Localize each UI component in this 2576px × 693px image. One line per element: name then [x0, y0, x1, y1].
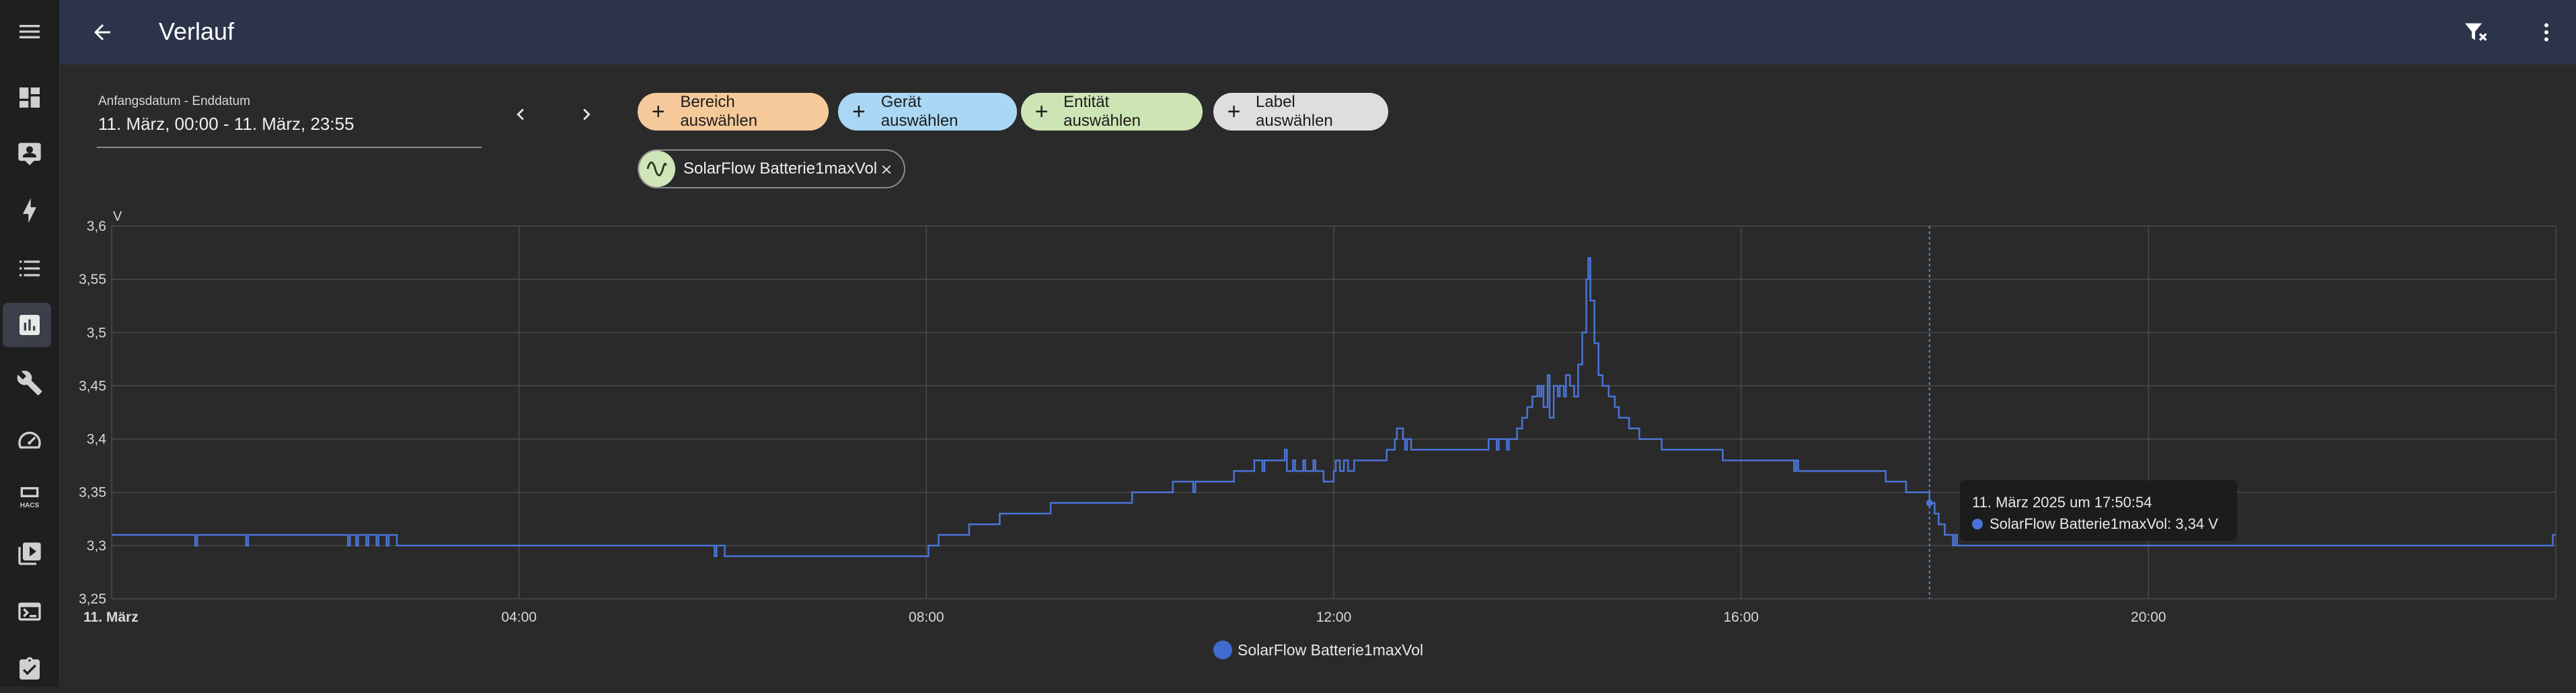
history-icon[interactable] — [0, 301, 59, 349]
gauge-icon[interactable] — [0, 417, 59, 464]
next-day-button[interactable] — [570, 98, 603, 131]
chevron-right-icon — [583, 108, 591, 120]
chart-grid — [111, 225, 2556, 599]
add-entity-label: Entität auswählen — [1063, 93, 1141, 130]
x-tick-label: 04:00 — [501, 610, 537, 625]
more-options-button[interactable] — [2530, 16, 2563, 48]
energy-icon[interactable] — [0, 187, 59, 234]
close-icon — [882, 165, 891, 174]
date-range-picker[interactable]: Anfangsdatum - Enddatum 11. März, 00:00 … — [97, 86, 482, 148]
x-axis-ticks: 11. März 04:00 08:00 12:00 16:00 20:00 — [83, 610, 2166, 625]
add-area-chip[interactable]: + Bereich auswählen — [638, 93, 829, 131]
add-area-label: Bereich auswählen — [680, 93, 758, 130]
series-line — [112, 257, 2556, 557]
y-axis-ticks: 3,25 3,3 3,35 3,4 3,45 3,5 3,55 3,6 — [79, 219, 106, 607]
y-tick-label: 3,45 — [79, 378, 106, 394]
x-tick-label: 12:00 — [1316, 610, 1352, 625]
dots-vertical-icon — [2544, 23, 2548, 42]
add-label-label: Label auswählen — [1256, 93, 1333, 130]
dashboard-icon[interactable] — [0, 74, 59, 121]
legend-label: SolarFlow Batterie1maxVol — [1238, 641, 1424, 659]
sidebar: HACS — [0, 0, 60, 687]
tooltip-title: 11. März 2025 um 17:50:54 — [1972, 494, 2152, 511]
y-tick-label: 3,25 — [79, 591, 106, 607]
chevron-left-icon — [517, 108, 524, 120]
wrench-icon[interactable] — [0, 359, 59, 406]
y-tick-label: 3,3 — [87, 538, 106, 554]
y-tick-label: 3,55 — [79, 272, 106, 287]
legend-color-dot — [1213, 641, 1232, 659]
series-color-dot — [1972, 519, 1983, 530]
app-header: Verlauf — [59, 0, 2576, 65]
x-tick-label: 08:00 — [909, 610, 944, 625]
plus-icon: + — [1227, 99, 1241, 124]
previous-day-button[interactable] — [504, 98, 537, 131]
plus-icon: + — [1034, 99, 1049, 124]
y-tick-label: 3,4 — [87, 432, 107, 447]
arrow-left-icon — [94, 24, 110, 40]
y-axis-unit: V — [113, 209, 122, 224]
plus-icon: + — [851, 99, 866, 124]
y-tick-label: 3,35 — [79, 485, 106, 501]
page-title: Verlauf — [159, 17, 235, 45]
add-label-chip[interactable]: + Label auswählen — [1213, 93, 1388, 131]
terminal-icon[interactable] — [0, 588, 59, 635]
x-tick-label: 11. März — [83, 610, 139, 625]
chart-tooltip: 11. März 2025 um 17:50:54 SolarFlow Batt… — [1960, 480, 2237, 541]
plus-icon: + — [651, 99, 665, 124]
menu-icon[interactable] — [0, 8, 59, 55]
selected-entity-name: SolarFlow Batterie1maxVol — [683, 159, 878, 178]
y-tick-label: 3,5 — [87, 325, 106, 340]
hover-point — [1926, 499, 1933, 507]
selected-entity-chip[interactable]: SolarFlow Batterie1maxVol — [638, 149, 905, 188]
y-tick-label: 3,6 — [87, 219, 106, 234]
add-entity-chip[interactable]: + Entität auswählen — [1021, 93, 1203, 131]
svg-text:HACS: HACS — [20, 502, 40, 509]
clear-filter-button[interactable] — [2459, 16, 2491, 48]
x-tick-label: 16:00 — [1723, 610, 1759, 625]
back-button[interactable] — [86, 16, 118, 48]
chart-legend[interactable]: SolarFlow Batterie1maxVol — [1213, 641, 1423, 659]
date-range-label: Anfangsdatum - Enddatum — [98, 94, 251, 108]
hacs-icon[interactable]: HACS — [0, 474, 59, 521]
logbook-icon[interactable] — [0, 245, 59, 292]
tooltip-value: SolarFlow Batterie1maxVol: 3,34 V — [1990, 515, 2218, 532]
x-tick-label: 20:00 — [2131, 610, 2166, 625]
todo-icon[interactable] — [0, 646, 59, 693]
remove-entity-button[interactable] — [877, 160, 896, 179]
add-device-chip[interactable]: + Gerät auswählen — [838, 93, 1017, 131]
history-chart[interactable]: 3,25 3,3 3,35 3,4 3,45 3,5 3,55 3,6 11. März 04:… — [0, 202, 2576, 687]
media-icon[interactable] — [0, 530, 59, 577]
filter-remove-icon — [2465, 23, 2487, 41]
date-range-value: 11. März, 00:00 - 11. März, 23:55 — [98, 114, 354, 134]
sine-wave-icon — [639, 151, 675, 187]
map-account-icon[interactable] — [0, 131, 59, 178]
tooltip-row: SolarFlow Batterie1maxVol: 3,34 V — [1972, 514, 2237, 534]
add-device-label: Gerät auswählen — [880, 93, 958, 130]
